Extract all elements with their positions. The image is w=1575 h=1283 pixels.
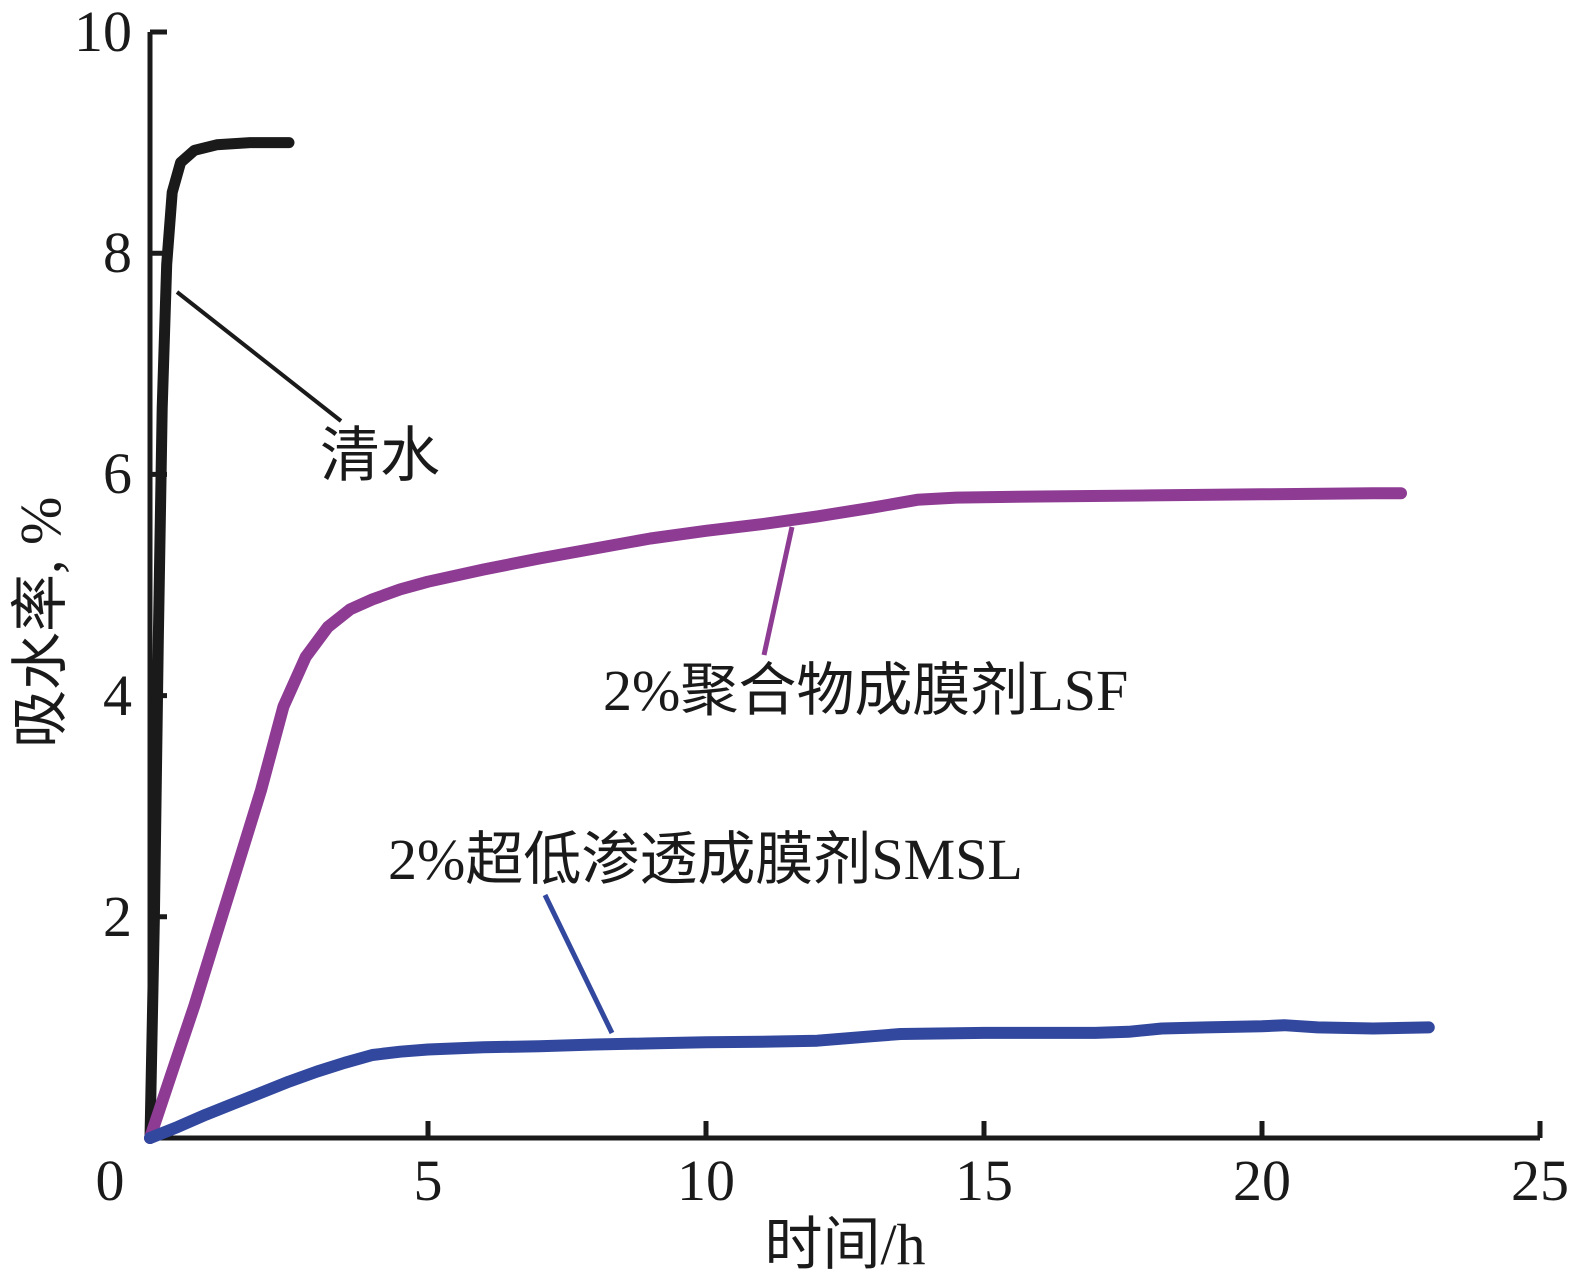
leader-line-smsl bbox=[542, 893, 615, 1035]
y-axis-title: 吸水率, % bbox=[8, 496, 73, 748]
axes bbox=[147, 29, 1543, 1141]
y-tick-label-8: 8 bbox=[103, 220, 132, 286]
curve-series-1 bbox=[144, 487, 1407, 1144]
x-axis-title: 时间/h bbox=[764, 1212, 926, 1277]
x-tick-label-5: 5 bbox=[413, 1148, 443, 1213]
annotation-water: 清水 bbox=[320, 423, 440, 489]
y-tick-label-2: 2 bbox=[103, 883, 132, 949]
leader-line-water bbox=[175, 290, 343, 423]
curve-series-2 bbox=[144, 1019, 1435, 1144]
x-tick-label-20: 20 bbox=[1233, 1148, 1291, 1213]
x-tick-label-15: 15 bbox=[955, 1148, 1013, 1213]
curve-series-0 bbox=[144, 137, 295, 1144]
y-tick-label-10: 10 bbox=[74, 0, 132, 64]
y-tick-label-4: 4 bbox=[103, 662, 132, 728]
x-tick-label-0: 0 bbox=[95, 1148, 125, 1213]
x-tick-label-25: 25 bbox=[1511, 1148, 1569, 1213]
leader-line-lsf bbox=[761, 526, 795, 656]
data-curves bbox=[144, 137, 1435, 1144]
annotation-lsf: 2%聚合物成膜剂LSF bbox=[603, 658, 1129, 723]
x-tick-label-10: 10 bbox=[677, 1148, 735, 1213]
axis-lines bbox=[147, 32, 1540, 1141]
y-tick-label-6: 6 bbox=[103, 441, 132, 507]
annotation-smsl: 2%超低渗透成膜剂SMSL bbox=[388, 827, 1023, 892]
